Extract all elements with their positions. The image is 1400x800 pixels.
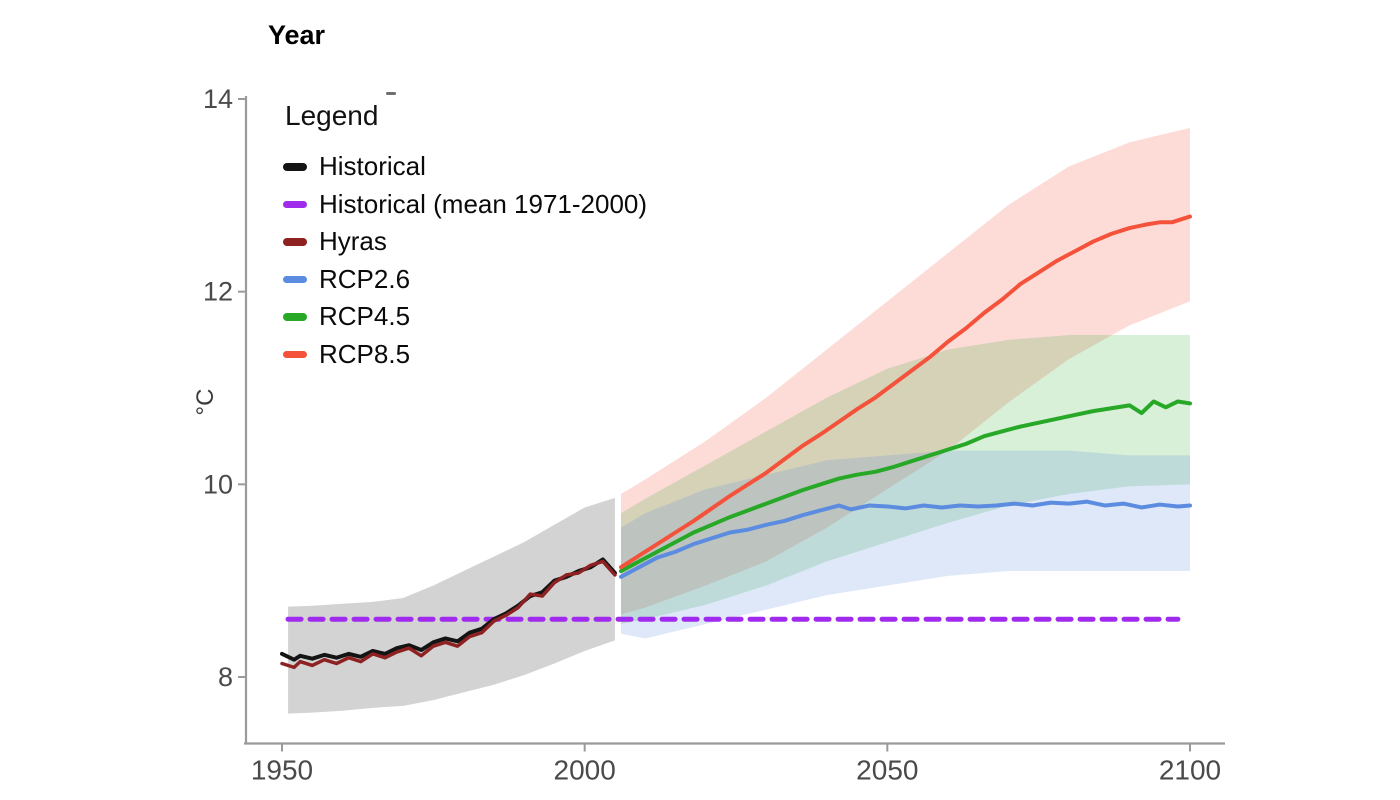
legend-item-rcp85: RCP8.5 [283,336,647,374]
legend-title: Legend [285,100,379,131]
legend-item-historical-mean: Historical (mean 1971-2000) [283,186,647,224]
legend: Legend Historical Historical (mean 1971-… [283,100,647,373]
hyras-line-swatch [283,238,307,246]
legend-item-hyras: Hyras [283,223,647,261]
y-tick-label: 12 [203,277,233,307]
x-tick-label: 2000 [554,755,616,786]
rcp26-line-swatch [283,275,307,283]
historical-uncertainty-band [288,497,615,714]
legend-item-label: RCP8.5 [319,338,411,369]
historical-mean-line-swatch [283,200,307,208]
rcp85-uncertainty-band [620,127,1190,615]
series-line-rcp2-6 [618,499,1192,579]
legend-item-label: Historical [319,151,426,182]
x-tick-label: 2100 [1159,755,1221,786]
legend-item-label: RCP2.6 [319,263,411,294]
stray-mark [386,92,396,95]
y-tick-label: 8 [218,662,233,692]
legend-item-label: RCP4.5 [319,301,411,332]
series-line-rcp4-5 [618,399,1192,574]
x-axis-title: Year [268,20,326,50]
series-line-rcp8-5 [618,214,1192,570]
x-tick-label: 2050 [856,755,918,786]
y-tick-label: 14 [203,84,233,114]
legend-item-historical: Historical [283,148,647,186]
x-tick-label: 1950 [251,755,313,786]
series-line-hyras [280,559,617,670]
legend-item-rcp45: RCP4.5 [283,298,647,336]
legend-item-rcp26: RCP2.6 [283,261,647,299]
rcp45-line-swatch [283,313,307,321]
rcp85-line-swatch [283,350,307,358]
legend-item-label: Historical (mean 1971-2000) [319,188,648,219]
historical-line-swatch [283,163,307,171]
y-tick-label: 10 [203,469,233,499]
legend-item-label: Hyras [319,226,387,257]
rcp45-uncertainty-band [620,335,1190,625]
rcp26-uncertainty-band [620,450,1190,639]
